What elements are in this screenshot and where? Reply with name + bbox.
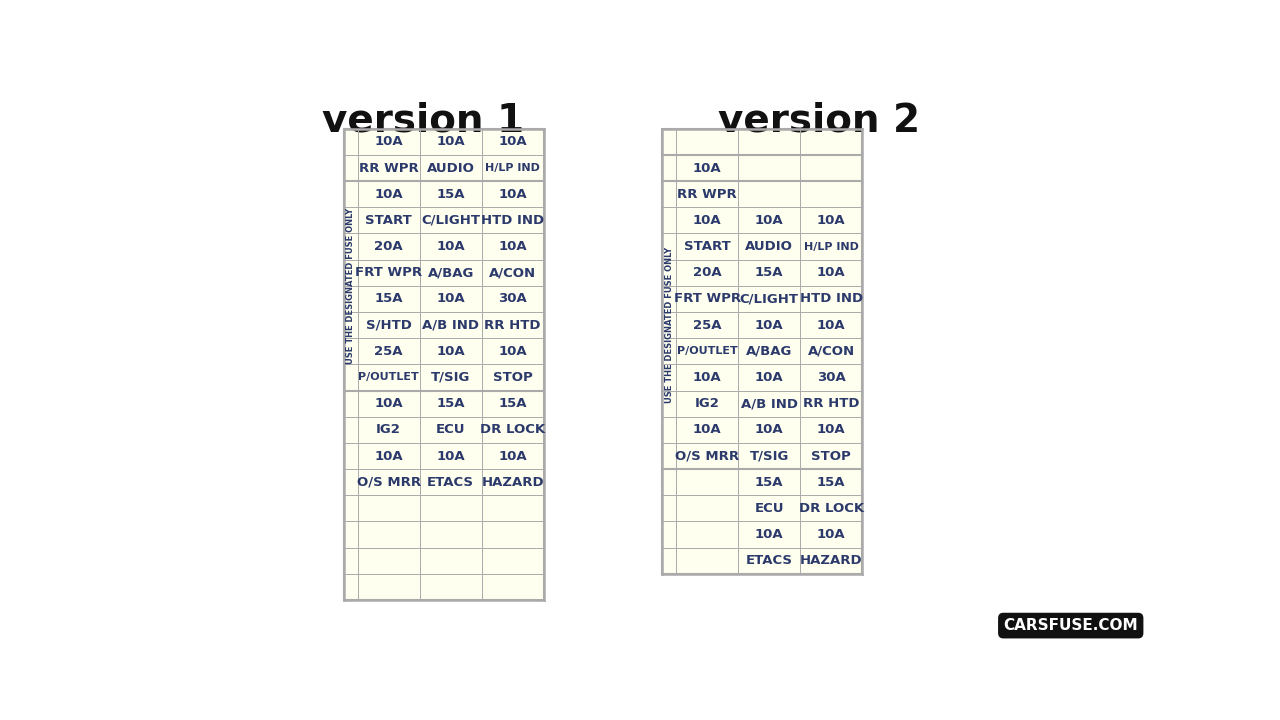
Text: H/LP IND: H/LP IND (804, 241, 859, 251)
Text: 25A: 25A (374, 345, 403, 358)
Text: ETACS: ETACS (428, 476, 474, 489)
Text: AUDIO: AUDIO (745, 240, 794, 253)
Text: ECU: ECU (754, 502, 783, 515)
Text: STOP: STOP (493, 371, 532, 384)
Text: FRT WPR: FRT WPR (673, 292, 741, 305)
Text: 15A: 15A (436, 188, 465, 201)
Text: 15A: 15A (498, 397, 527, 410)
Text: 10A: 10A (817, 423, 846, 436)
Text: 10A: 10A (436, 135, 465, 148)
Text: HAZARD: HAZARD (800, 554, 863, 567)
Text: DR LOCK: DR LOCK (480, 423, 545, 436)
Text: P/OUTLET: P/OUTLET (358, 372, 419, 382)
Text: T/SIG: T/SIG (431, 371, 470, 384)
Text: 15A: 15A (817, 476, 845, 489)
Text: 15A: 15A (755, 266, 783, 279)
Text: 10A: 10A (374, 135, 403, 148)
Text: 10A: 10A (436, 240, 465, 253)
Text: 10A: 10A (374, 188, 403, 201)
Text: 10A: 10A (436, 345, 465, 358)
Text: C/LIGHT: C/LIGHT (740, 292, 799, 305)
Text: O/S MRR: O/S MRR (675, 449, 740, 462)
Text: version 1: version 1 (323, 102, 525, 140)
Text: 10A: 10A (755, 528, 783, 541)
Bar (343, 129, 544, 600)
Text: START: START (684, 240, 731, 253)
Text: 10A: 10A (436, 292, 465, 305)
Text: H/LP IND: H/LP IND (485, 163, 540, 173)
Text: USE THE DESIGNATED FUSE ONLY: USE THE DESIGNATED FUSE ONLY (346, 208, 355, 364)
Text: CARSFUSE.COM: CARSFUSE.COM (1004, 618, 1138, 633)
Text: P/OUTLET: P/OUTLET (677, 346, 737, 356)
Text: 25A: 25A (692, 318, 722, 332)
Text: 10A: 10A (755, 423, 783, 436)
Text: A/BAG: A/BAG (746, 345, 792, 358)
Text: 10A: 10A (817, 528, 846, 541)
Text: 20A: 20A (692, 266, 722, 279)
Text: STOP: STOP (812, 449, 851, 462)
Text: S/HTD: S/HTD (366, 318, 412, 332)
Text: ETACS: ETACS (746, 554, 792, 567)
Text: 30A: 30A (498, 292, 527, 305)
Text: 10A: 10A (436, 449, 465, 462)
Text: A/B IND: A/B IND (422, 318, 479, 332)
Text: 10A: 10A (692, 423, 722, 436)
Text: 20A: 20A (374, 240, 403, 253)
Text: version 2: version 2 (718, 102, 920, 140)
Text: 15A: 15A (436, 397, 465, 410)
Text: 10A: 10A (755, 371, 783, 384)
Text: USE THE DESIGNATED FUSE ONLY: USE THE DESIGNATED FUSE ONLY (664, 247, 673, 403)
Text: 10A: 10A (755, 214, 783, 227)
Text: 10A: 10A (498, 135, 527, 148)
Text: RR HTD: RR HTD (484, 318, 541, 332)
Text: HTD IND: HTD IND (481, 214, 544, 227)
Text: RR HTD: RR HTD (803, 397, 859, 410)
Text: HAZARD: HAZARD (481, 476, 544, 489)
Text: 10A: 10A (374, 449, 403, 462)
Text: O/S MRR: O/S MRR (357, 476, 421, 489)
Text: FRT WPR: FRT WPR (355, 266, 422, 279)
Text: T/SIG: T/SIG (750, 449, 788, 462)
Text: ECU: ECU (436, 423, 466, 436)
Text: A/CON: A/CON (489, 266, 536, 279)
Text: DR LOCK: DR LOCK (799, 502, 864, 515)
Text: 15A: 15A (374, 292, 403, 305)
Text: IG2: IG2 (695, 397, 719, 410)
Text: 10A: 10A (692, 161, 722, 174)
Text: 10A: 10A (817, 318, 846, 332)
Text: C/LIGHT: C/LIGHT (421, 214, 480, 227)
Text: 10A: 10A (498, 449, 527, 462)
Text: 10A: 10A (817, 214, 846, 227)
Text: A/CON: A/CON (808, 345, 855, 358)
Text: 10A: 10A (498, 240, 527, 253)
Text: 10A: 10A (374, 397, 403, 410)
Text: 30A: 30A (817, 371, 846, 384)
Text: 10A: 10A (817, 266, 846, 279)
Text: 10A: 10A (755, 318, 783, 332)
Text: IG2: IG2 (376, 423, 401, 436)
Text: RR WPR: RR WPR (677, 188, 737, 201)
Text: 10A: 10A (498, 188, 527, 201)
Text: 10A: 10A (692, 214, 722, 227)
Text: START: START (365, 214, 412, 227)
Text: RR WPR: RR WPR (358, 161, 419, 174)
Text: 10A: 10A (498, 345, 527, 358)
Text: HTD IND: HTD IND (800, 292, 863, 305)
Text: 10A: 10A (692, 371, 722, 384)
Text: 15A: 15A (755, 476, 783, 489)
Text: A/B IND: A/B IND (741, 397, 797, 410)
Text: AUDIO: AUDIO (426, 161, 475, 174)
Bar (662, 129, 863, 574)
Text: A/BAG: A/BAG (428, 266, 474, 279)
